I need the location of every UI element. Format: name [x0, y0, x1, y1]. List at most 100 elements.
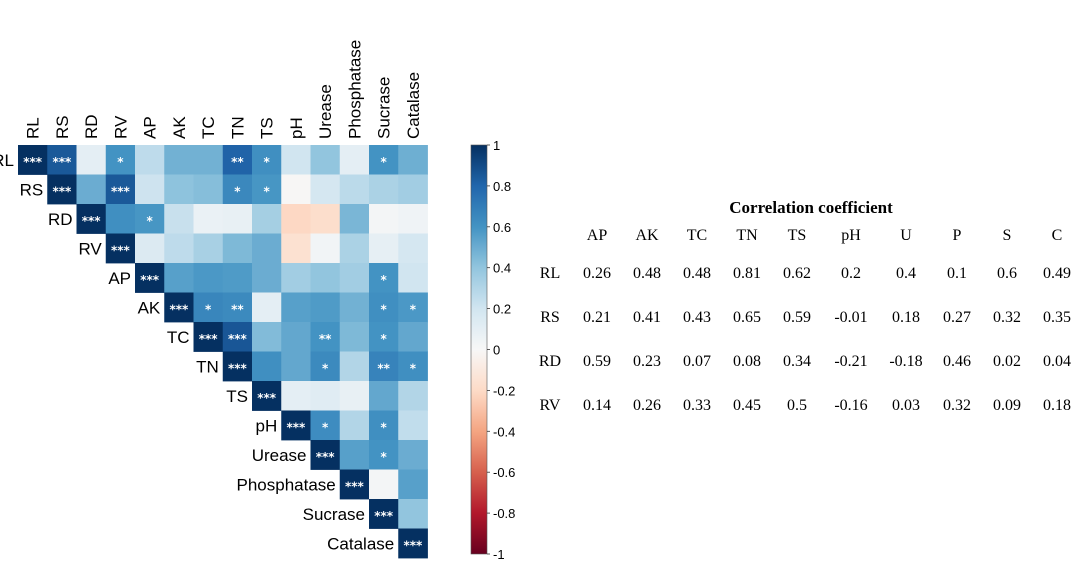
- heatmap-cell: [281, 292, 311, 323]
- heatmap-cell: [310, 263, 341, 293]
- row-label: Catalase: [327, 534, 394, 553]
- column-header: C: [1051, 227, 1063, 244]
- colorbar-tick-label: -0.2: [493, 383, 515, 398]
- significance-label: *: [117, 155, 124, 169]
- heatmap-cell: [281, 263, 311, 293]
- table-cell: 0.41: [633, 309, 661, 326]
- significance-label: **: [319, 332, 332, 346]
- heatmap-cell: [193, 322, 224, 352]
- heatmap-cell: [310, 410, 341, 441]
- significance-label: *: [146, 214, 153, 228]
- column-label: RL: [24, 117, 43, 139]
- heatmap-cell: [339, 440, 370, 470]
- table-cell: 0.43: [683, 309, 711, 326]
- significance-label: ***: [140, 273, 160, 287]
- heatmap-cell: [135, 233, 165, 264]
- heatmap-cell: [398, 233, 428, 264]
- colorbar-tick-label: 0.6: [493, 220, 511, 235]
- significance-label: ***: [23, 155, 43, 169]
- correlation-table: AP AK TC TN TS pH U P S C RL 0.26 0.48 0…: [528, 220, 1082, 428]
- heatmap-cell: [252, 322, 282, 352]
- table-cell: 0.48: [633, 265, 661, 282]
- heatmap-cell: [164, 174, 194, 205]
- table-cell: -0.18: [889, 353, 923, 370]
- heatmap-cell: [398, 174, 428, 205]
- heatmap-cell: [76, 204, 107, 234]
- significance-label: *: [205, 302, 212, 316]
- significance-label: ***: [345, 479, 365, 493]
- heatmap-cell: [398, 528, 428, 559]
- heatmap-cell: [310, 145, 341, 175]
- table-cell: 0.18: [1043, 397, 1071, 414]
- column-label: RD: [82, 114, 101, 139]
- significance-label: ***: [82, 214, 102, 228]
- heatmap-cell: [105, 233, 136, 264]
- table-cell: 0.2: [841, 265, 861, 282]
- heatmap-cell: [222, 351, 253, 382]
- heatmap-cell: [281, 381, 311, 411]
- colorbar-tick-label: 1: [493, 138, 500, 153]
- heatmap-cell: [339, 263, 370, 293]
- heatmap-cell: [222, 233, 253, 264]
- heatmap-cell: [310, 233, 341, 264]
- heatmap-cell: [398, 263, 428, 293]
- heatmap-cell: [369, 410, 399, 441]
- heatmap-cell: [164, 233, 194, 264]
- heatmap-cell: [193, 145, 224, 175]
- significance-label: ***: [374, 509, 394, 523]
- heatmap-cell: [135, 263, 165, 293]
- table-cell: 0.5: [787, 397, 807, 414]
- heatmap-cell: [339, 469, 370, 500]
- colorbar-tick-label: -0.6: [493, 465, 515, 480]
- column-header: AK: [635, 227, 659, 244]
- table-cell: 0.6: [997, 265, 1017, 282]
- column-header: TC: [686, 227, 708, 244]
- row-header: RD: [538, 353, 562, 370]
- table-cell: 0.59: [583, 353, 611, 370]
- heatmap-cell: [222, 204, 253, 234]
- row-header: RS: [540, 309, 560, 326]
- significance-label: *: [410, 302, 417, 316]
- significance-label: *: [322, 361, 329, 375]
- heatmap-cell: [369, 499, 399, 529]
- table-cell: 0.27: [943, 309, 971, 326]
- significance-label: **: [231, 302, 244, 316]
- significance-label: ***: [111, 243, 131, 257]
- significance-label: **: [231, 155, 244, 169]
- heatmap-cell: [339, 410, 370, 441]
- heatmap-cell: [135, 145, 165, 175]
- heatmap-cell: [252, 351, 282, 382]
- significance-label: *: [380, 302, 387, 316]
- table-cell: 0.08: [733, 353, 761, 370]
- heatmap-cell: [222, 145, 253, 175]
- significance-label: *: [263, 184, 270, 198]
- significance-label: *: [234, 184, 241, 198]
- significance-label: *: [263, 155, 270, 169]
- heatmap-cell: [281, 233, 311, 264]
- heatmap-cell: [193, 263, 224, 293]
- table-cell: 0.48: [683, 265, 711, 282]
- heatmap-cell: [369, 204, 399, 234]
- colorbar-tick-label: 0.8: [493, 179, 511, 194]
- heatmap-cell: [47, 145, 77, 175]
- significance-label: ***: [52, 184, 72, 198]
- heatmap-cell: [310, 174, 341, 205]
- heatmap-cell: [281, 174, 311, 205]
- significance-label: *: [380, 450, 387, 464]
- heatmap-cell: [222, 322, 253, 352]
- heatmap-cell: [252, 174, 282, 205]
- column-header: TN: [736, 227, 758, 244]
- heatmap-cell: [135, 204, 165, 234]
- heatmap-cell: [164, 145, 194, 175]
- heatmap-cell: [369, 292, 399, 323]
- table-cell: -0.21: [834, 353, 868, 370]
- heatmap-cell: [252, 204, 282, 234]
- correlation-table-block: Correlation coefficient AP AK TC TN TS p…: [528, 196, 1088, 428]
- colorbar: [470, 144, 488, 555]
- heatmap-cell: [222, 174, 253, 205]
- table-cell: 0.33: [683, 397, 711, 414]
- row-label: Phosphatase: [237, 475, 336, 494]
- heatmap-cell: [193, 292, 224, 323]
- table-row: RV 0.14 0.26 0.33 0.45 0.5 -0.16 0.03 0.…: [528, 384, 1082, 428]
- table-cell: 0.02: [993, 353, 1021, 370]
